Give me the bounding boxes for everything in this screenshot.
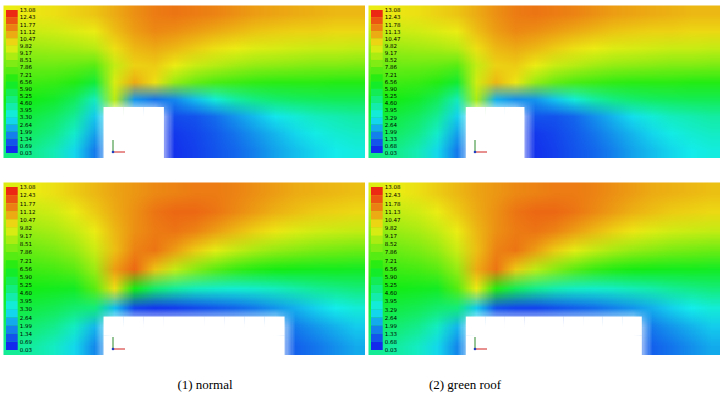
svg-text:10.47: 10.47 <box>20 36 36 42</box>
svg-text:6.56: 6.56 <box>20 79 33 85</box>
svg-text:3.95: 3.95 <box>20 298 33 304</box>
svg-text:8.51: 8.51 <box>20 57 32 63</box>
svg-text:11.12: 11.12 <box>20 209 36 215</box>
svg-text:12.43: 12.43 <box>385 14 401 20</box>
svg-text:1.34: 1.34 <box>20 136 33 142</box>
svg-text:3.30: 3.30 <box>20 114 33 120</box>
svg-text:1.34: 1.34 <box>20 331 33 337</box>
svg-text:7.86: 7.86 <box>385 249 398 255</box>
svg-text:7.86: 7.86 <box>385 64 398 70</box>
svg-text:4.60: 4.60 <box>385 100 398 106</box>
svg-text:9.17: 9.17 <box>385 233 398 239</box>
svg-text:13.08: 13.08 <box>20 184 36 190</box>
svg-text:9.82: 9.82 <box>20 225 32 231</box>
svg-text:7.21: 7.21 <box>20 258 32 264</box>
svg-text:9.82: 9.82 <box>20 43 32 49</box>
svg-text:6.56: 6.56 <box>20 266 33 272</box>
svg-text:8.51: 8.51 <box>20 241 32 247</box>
svg-text:5.25: 5.25 <box>385 93 398 99</box>
svg-text:0.69: 0.69 <box>20 143 33 149</box>
svg-text:11.78: 11.78 <box>385 200 401 206</box>
svg-text:7.21: 7.21 <box>20 72 32 78</box>
svg-text:5.90: 5.90 <box>385 274 398 280</box>
svg-text:5.25: 5.25 <box>20 93 33 99</box>
svg-text:7.21: 7.21 <box>385 258 397 264</box>
svg-text:11.12: 11.12 <box>20 29 36 35</box>
svg-text:2.64: 2.64 <box>20 122 33 128</box>
svg-text:13.08: 13.08 <box>385 184 401 190</box>
svg-text:3.30: 3.30 <box>20 306 33 312</box>
svg-text:10.47: 10.47 <box>385 217 401 223</box>
svg-text:2.64: 2.64 <box>385 122 398 128</box>
svg-text:0.68: 0.68 <box>385 143 398 149</box>
svg-text:13.08: 13.08 <box>385 7 401 13</box>
svg-text:12.43: 12.43 <box>20 192 36 198</box>
svg-text:10.47: 10.47 <box>20 217 36 223</box>
svg-text:10.47: 10.47 <box>385 36 401 42</box>
svg-text:6.56: 6.56 <box>385 79 398 85</box>
svg-text:1.33: 1.33 <box>385 331 398 337</box>
svg-text:0.03: 0.03 <box>385 347 398 353</box>
svg-text:1.99: 1.99 <box>20 129 33 135</box>
svg-text:1.33: 1.33 <box>385 136 398 142</box>
svg-text:3.95: 3.95 <box>385 107 398 113</box>
svg-text:5.25: 5.25 <box>20 282 33 288</box>
svg-text:7.21: 7.21 <box>385 72 397 78</box>
svg-text:3.29: 3.29 <box>385 307 398 313</box>
svg-text:7.86: 7.86 <box>20 249 33 255</box>
svg-text:11.13: 11.13 <box>385 209 401 215</box>
svg-text:3.95: 3.95 <box>20 107 33 113</box>
svg-text:13.08: 13.08 <box>20 7 36 13</box>
svg-text:5.90: 5.90 <box>385 86 398 92</box>
svg-text:11.77: 11.77 <box>20 22 36 28</box>
svg-text:0.68: 0.68 <box>385 339 398 345</box>
svg-text:3.95: 3.95 <box>385 298 398 304</box>
svg-text:9.82: 9.82 <box>385 225 397 231</box>
svg-text:5.90: 5.90 <box>20 86 33 92</box>
svg-text:5.90: 5.90 <box>20 274 33 280</box>
svg-text:1.99: 1.99 <box>20 323 33 329</box>
svg-text:5.25: 5.25 <box>385 282 398 288</box>
svg-text:12.43: 12.43 <box>20 14 36 20</box>
svg-text:9.17: 9.17 <box>20 233 33 239</box>
svg-text:9.82: 9.82 <box>385 43 397 49</box>
svg-text:12.43: 12.43 <box>385 192 401 198</box>
svg-text:11.77: 11.77 <box>20 201 36 207</box>
svg-text:11.78: 11.78 <box>385 22 401 28</box>
svg-text:4.60: 4.60 <box>385 290 398 296</box>
svg-text:0.03: 0.03 <box>20 347 33 353</box>
svg-text:4.60: 4.60 <box>20 100 33 106</box>
svg-text:4.60: 4.60 <box>20 290 33 296</box>
svg-text:9.17: 9.17 <box>385 50 398 56</box>
svg-text:3.29: 3.29 <box>385 115 398 121</box>
svg-text:0.03: 0.03 <box>385 150 398 156</box>
html-text:(2) green roof: (2) green roof <box>428 377 502 392</box>
svg-text:8.52: 8.52 <box>385 57 397 63</box>
svg-text:9.17: 9.17 <box>20 50 33 56</box>
svg-text:7.86: 7.86 <box>20 64 33 70</box>
svg-text:0.69: 0.69 <box>20 339 33 345</box>
svg-text:1.99: 1.99 <box>385 129 398 135</box>
html-text:(1) normal: (1) normal <box>177 377 233 392</box>
svg-text:8.52: 8.52 <box>385 241 397 247</box>
svg-text:0.03: 0.03 <box>20 150 33 156</box>
svg-text:2.64: 2.64 <box>385 315 398 321</box>
svg-text:1.99: 1.99 <box>385 323 398 329</box>
svg-text:6.56: 6.56 <box>385 266 398 272</box>
svg-text:11.13: 11.13 <box>385 29 401 35</box>
svg-text:2.64: 2.64 <box>20 315 33 321</box>
